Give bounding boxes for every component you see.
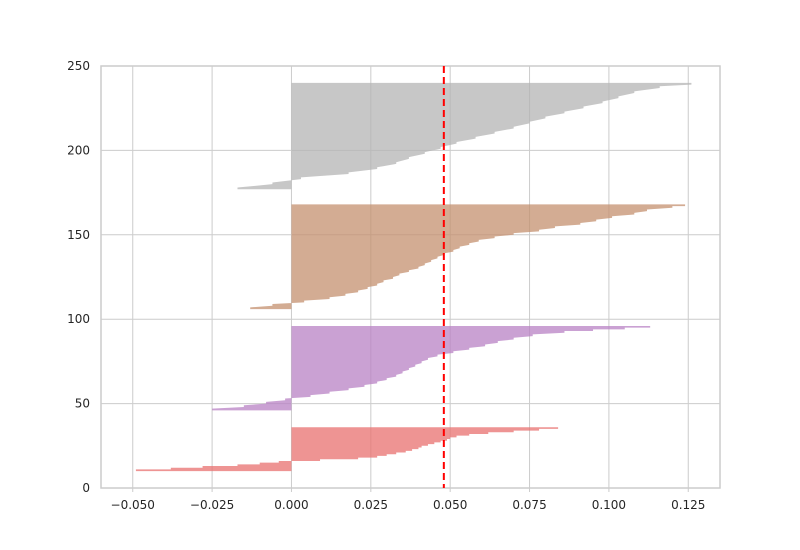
- x-tick-label: 0.050: [433, 498, 467, 512]
- plot-border: [100, 65, 721, 489]
- plot-frame: [100, 65, 721, 489]
- x-axis-ticks: −0.050 −0.025 0.000 0.025 0.050 0.075 0.100 0.1…: [111, 488, 705, 512]
- y-tick-label: 200: [67, 143, 90, 157]
- cluster-2-area: [212, 325, 651, 411]
- x-tick-label: 0.100: [592, 498, 626, 512]
- x-tick-label: 0.000: [274, 498, 308, 512]
- cluster-areas: [135, 82, 692, 472]
- x-tick-label: −0.050: [111, 498, 155, 512]
- x-tick-label: 0.025: [354, 498, 388, 512]
- cluster-1-area: [135, 427, 559, 472]
- cluster-3-area: [250, 204, 686, 310]
- y-tick-label: 50: [75, 397, 90, 411]
- y-tick-label: 0: [82, 481, 90, 495]
- y-tick-label: 100: [67, 312, 90, 326]
- y-axis-ticks: 0 50 100 150 200 250: [67, 59, 90, 495]
- cluster-4-area: [237, 82, 692, 190]
- x-tick-label: 0.075: [512, 498, 546, 512]
- y-tick-label: 150: [67, 228, 90, 242]
- y-tick-label: 250: [67, 59, 90, 73]
- x-tick-label: −0.025: [190, 498, 234, 512]
- x-tick-label: 0.125: [671, 498, 705, 512]
